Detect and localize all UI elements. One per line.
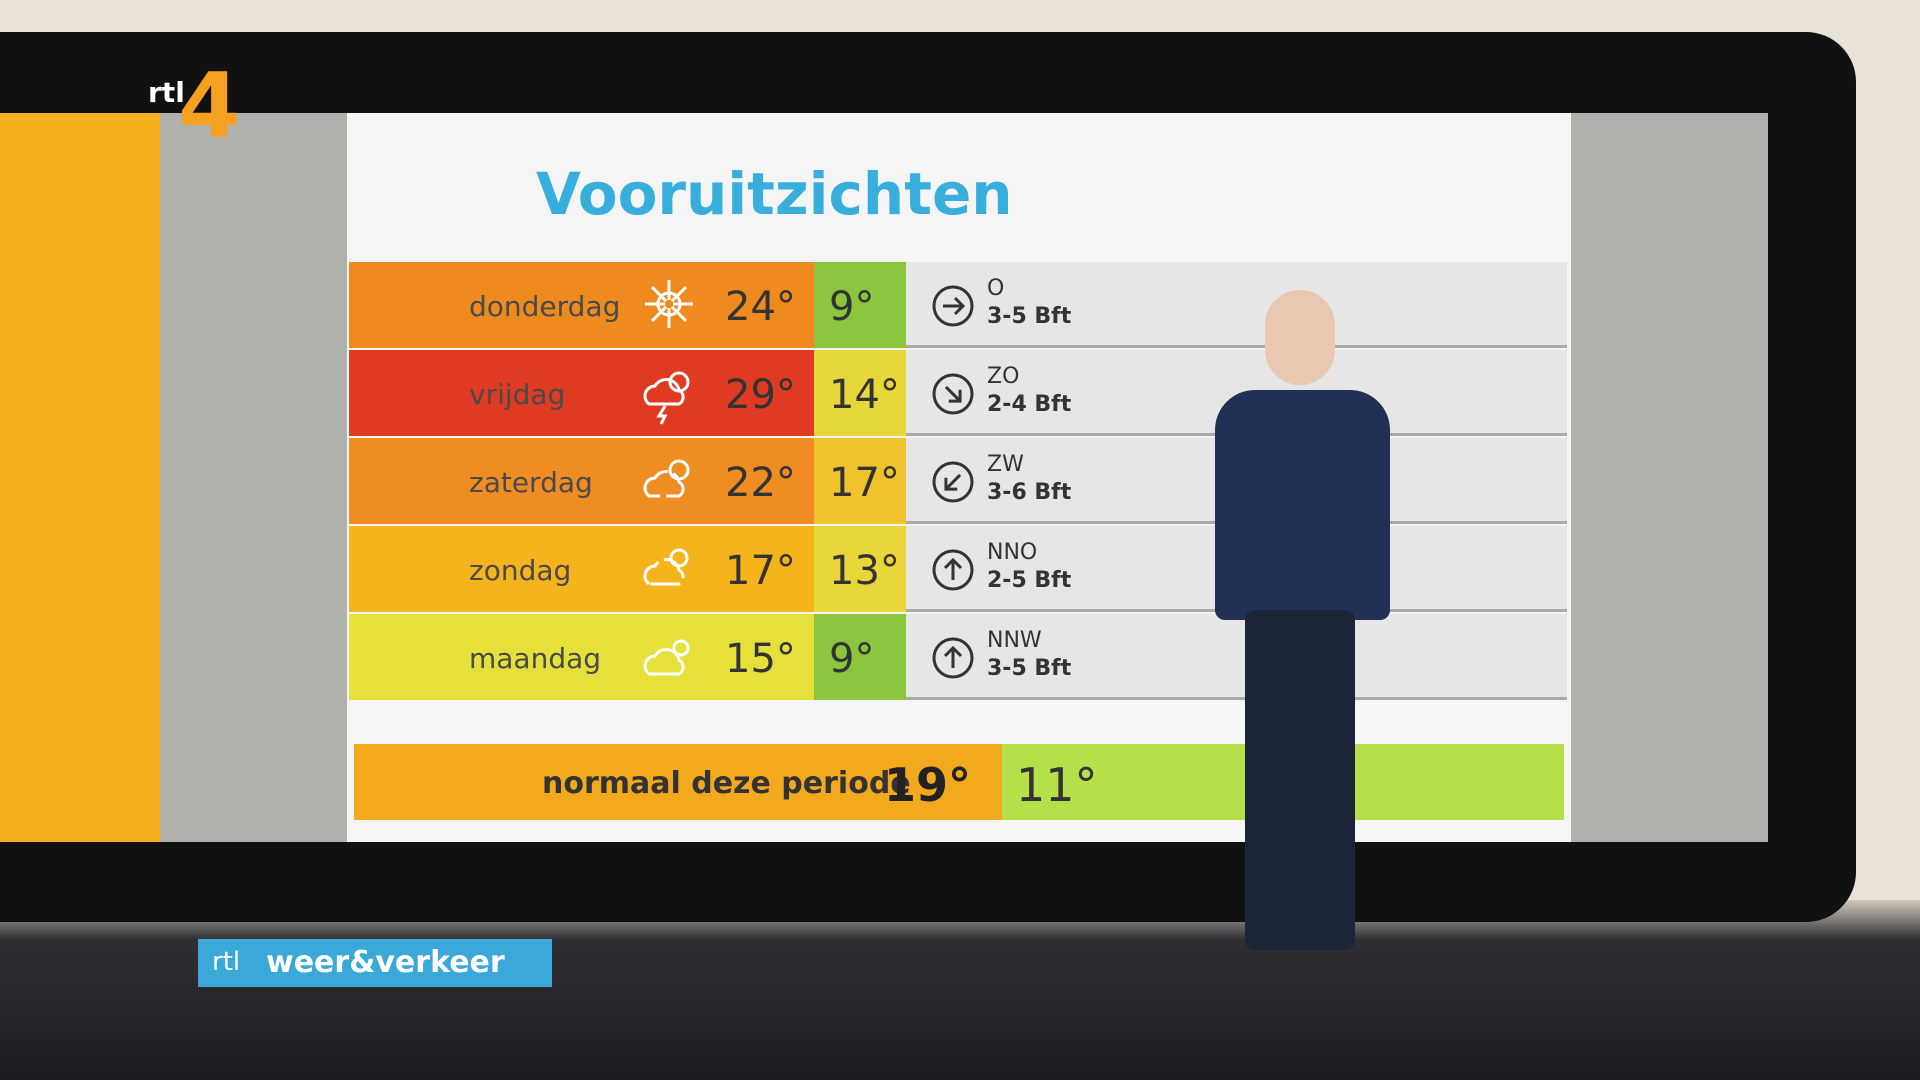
- max-temp: 29°: [725, 372, 796, 418]
- min-cell: [814, 614, 906, 700]
- max-cell: [349, 350, 814, 436]
- forecast-row: maandag 15° 9° NNW 3-5 Bft: [349, 614, 1567, 700]
- wind-arrow: [931, 636, 975, 680]
- day: donderdag: [469, 290, 621, 323]
- logo-number: 4: [178, 54, 241, 159]
- forecast-row: donderdag 24° 9° O 3-5 Bft: [349, 262, 1567, 348]
- min-cell: [814, 262, 906, 348]
- min-cell: [814, 438, 906, 524]
- presenter-jacket: [1215, 390, 1390, 620]
- left-panel: [0, 113, 160, 842]
- min-cell: [814, 350, 906, 436]
- logo-text: rtl: [148, 76, 185, 109]
- max-temp: 15°: [725, 636, 796, 682]
- min-temp: 9°: [829, 284, 875, 330]
- icon: [645, 280, 693, 328]
- arrow: [932, 373, 974, 415]
- wind-arrow: [931, 548, 975, 592]
- max-cell: [349, 526, 814, 612]
- wind-arrow: [931, 284, 975, 328]
- bug-brand: rtl: [212, 947, 241, 977]
- wind-arrow: [931, 460, 975, 504]
- normal-min: 11°: [1016, 758, 1098, 812]
- min-temp: 14°: [829, 372, 900, 418]
- forecast-row: vrijdag 29° 14° ZO 2-4 Bft: [349, 350, 1567, 436]
- bug-name: weer&verkeer: [266, 945, 505, 980]
- wind-arrow: [931, 372, 975, 416]
- normal-max: 19°: [884, 758, 972, 812]
- weather-icon: [639, 362, 703, 426]
- max-temp: 24°: [725, 284, 796, 330]
- weather-icon: [639, 538, 703, 602]
- wind-cell: [906, 262, 1567, 348]
- normal-max-cell: [354, 744, 1002, 820]
- day: vrijdag: [469, 378, 566, 411]
- weather-icon: [639, 626, 703, 690]
- arrow: [932, 549, 974, 591]
- presenter-legs: [1245, 610, 1355, 950]
- normal-row: normaal deze periode 19° 11°: [354, 744, 1564, 820]
- floor: [0, 900, 1920, 1080]
- max-cell: [349, 262, 814, 348]
- arrow: [932, 461, 974, 503]
- presenter: [1205, 290, 1405, 970]
- icon: [643, 459, 690, 498]
- arrow: [932, 285, 974, 327]
- day: zaterdag: [469, 466, 593, 499]
- min-temp: 9°: [829, 636, 875, 682]
- wind-cell: [906, 614, 1567, 700]
- max-temp: 22°: [725, 460, 796, 506]
- wind-direction: NNW: [987, 628, 1042, 653]
- max-cell: [349, 614, 814, 700]
- wind-force: 3-5 Bft: [987, 304, 1072, 329]
- wind-direction: NNO: [987, 540, 1038, 565]
- icon: [643, 371, 690, 425]
- wind-force: 3-5 Bft: [987, 656, 1072, 681]
- wind-direction: ZW: [987, 452, 1024, 477]
- weather-icon: [639, 450, 703, 514]
- arrow: [932, 637, 974, 679]
- wind-force: 2-4 Bft: [987, 392, 1072, 417]
- presenter-head: [1265, 290, 1335, 385]
- min-cell: [814, 526, 906, 612]
- weather-icon: [639, 274, 703, 338]
- max-cell: [349, 438, 814, 524]
- min-temp: 17°: [829, 460, 900, 506]
- wind-direction: ZO: [987, 364, 1020, 389]
- icon: [643, 548, 689, 586]
- max-temp: 17°: [725, 548, 796, 594]
- title: Vooruitzichten: [536, 160, 1013, 228]
- wind-direction: O: [987, 276, 1005, 301]
- wind-force: 2-5 Bft: [987, 568, 1072, 593]
- wind-force: 3-6 Bft: [987, 480, 1072, 505]
- day: maandag: [469, 642, 602, 675]
- icon: [643, 639, 690, 676]
- day: zondag: [469, 554, 572, 587]
- min-temp: 13°: [829, 548, 900, 594]
- normal-label: normaal deze periode: [542, 766, 911, 801]
- channel-logo: rtl 4: [148, 54, 248, 162]
- program-bug: rtl weer&verkeer: [198, 939, 552, 987]
